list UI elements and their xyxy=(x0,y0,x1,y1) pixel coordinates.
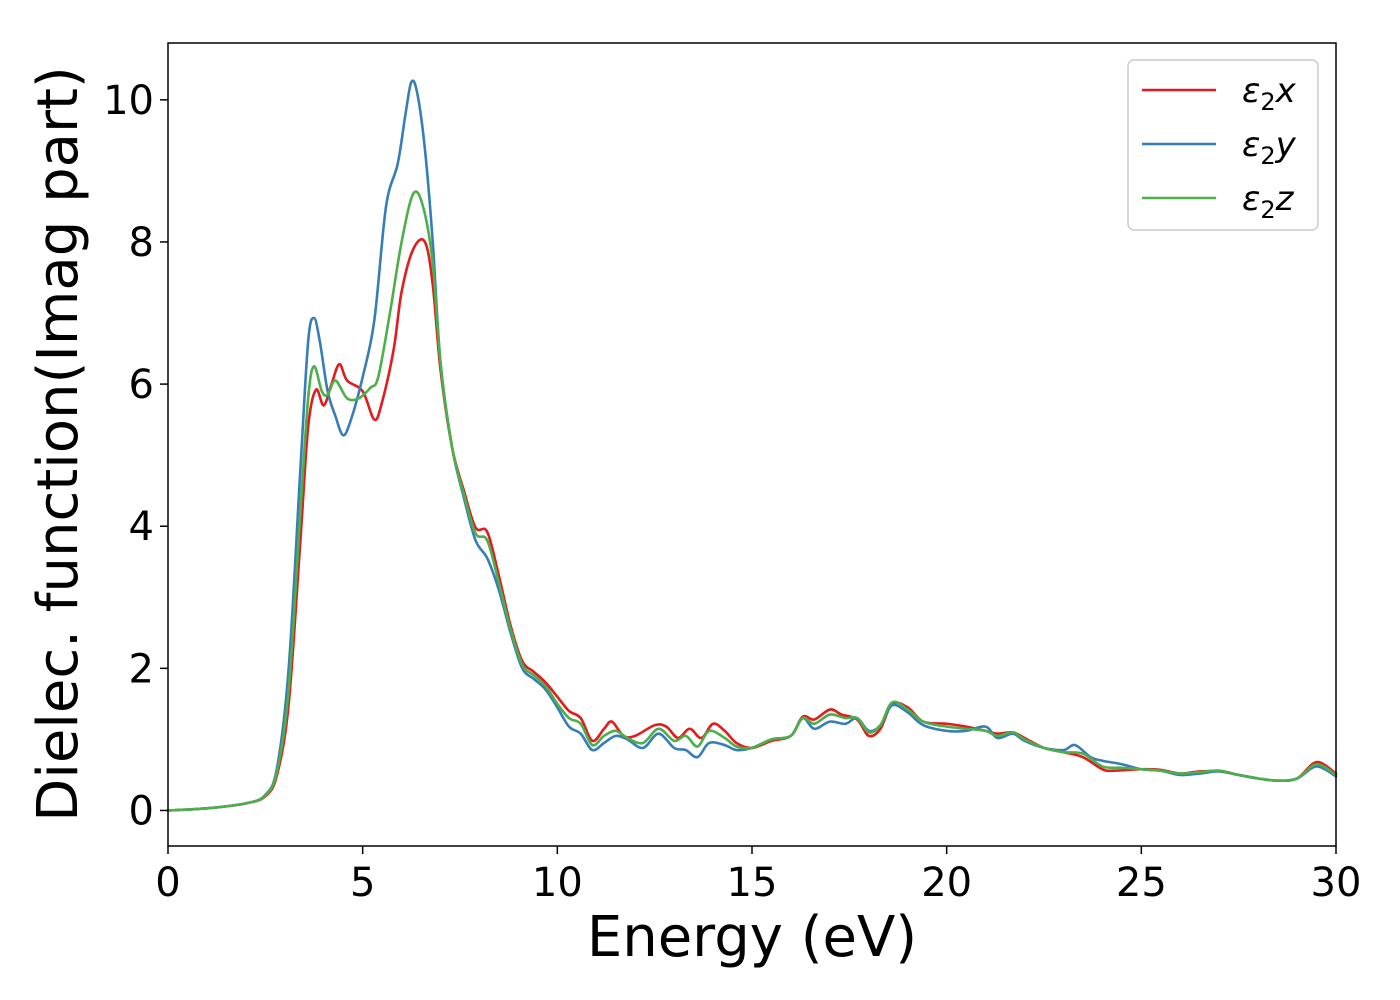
x-axis-title: Energy (eV) xyxy=(587,905,917,970)
x-tick-label: 5 xyxy=(350,860,375,906)
legend-box xyxy=(1127,59,1319,231)
legend-label-y: ε2y xyxy=(1242,125,1297,170)
legend-label-z: ε2z xyxy=(1242,179,1295,224)
y-tick-label: 2 xyxy=(129,646,154,692)
x-tick-label: 0 xyxy=(155,860,180,906)
series-line-z xyxy=(166,190,1338,812)
series-line-y xyxy=(166,79,1338,812)
y-tick-label: 8 xyxy=(129,220,154,266)
x-tick-label: 10 xyxy=(532,860,583,906)
x-tick-label: 25 xyxy=(1116,860,1167,906)
y-tick-label: 0 xyxy=(129,788,154,834)
x-tick-label: 30 xyxy=(1311,860,1362,906)
y-tick-label: 6 xyxy=(129,362,154,408)
y-tick-label: 10 xyxy=(103,78,154,124)
x-tick-label: 20 xyxy=(921,860,972,906)
legend: ε2x ε2y ε2z xyxy=(1127,59,1319,231)
legend-label-x: ε2x xyxy=(1242,71,1297,116)
y-tick-label: 4 xyxy=(129,504,154,550)
series-layer xyxy=(166,79,1338,812)
x-axis: 0 5 10 15 20 25 30 xyxy=(155,846,1361,906)
y-axis-title: Dielec. function(Imag part) xyxy=(26,66,91,822)
y-axis: 0 2 4 6 8 10 xyxy=(103,78,168,834)
x-tick-label: 15 xyxy=(727,860,778,906)
